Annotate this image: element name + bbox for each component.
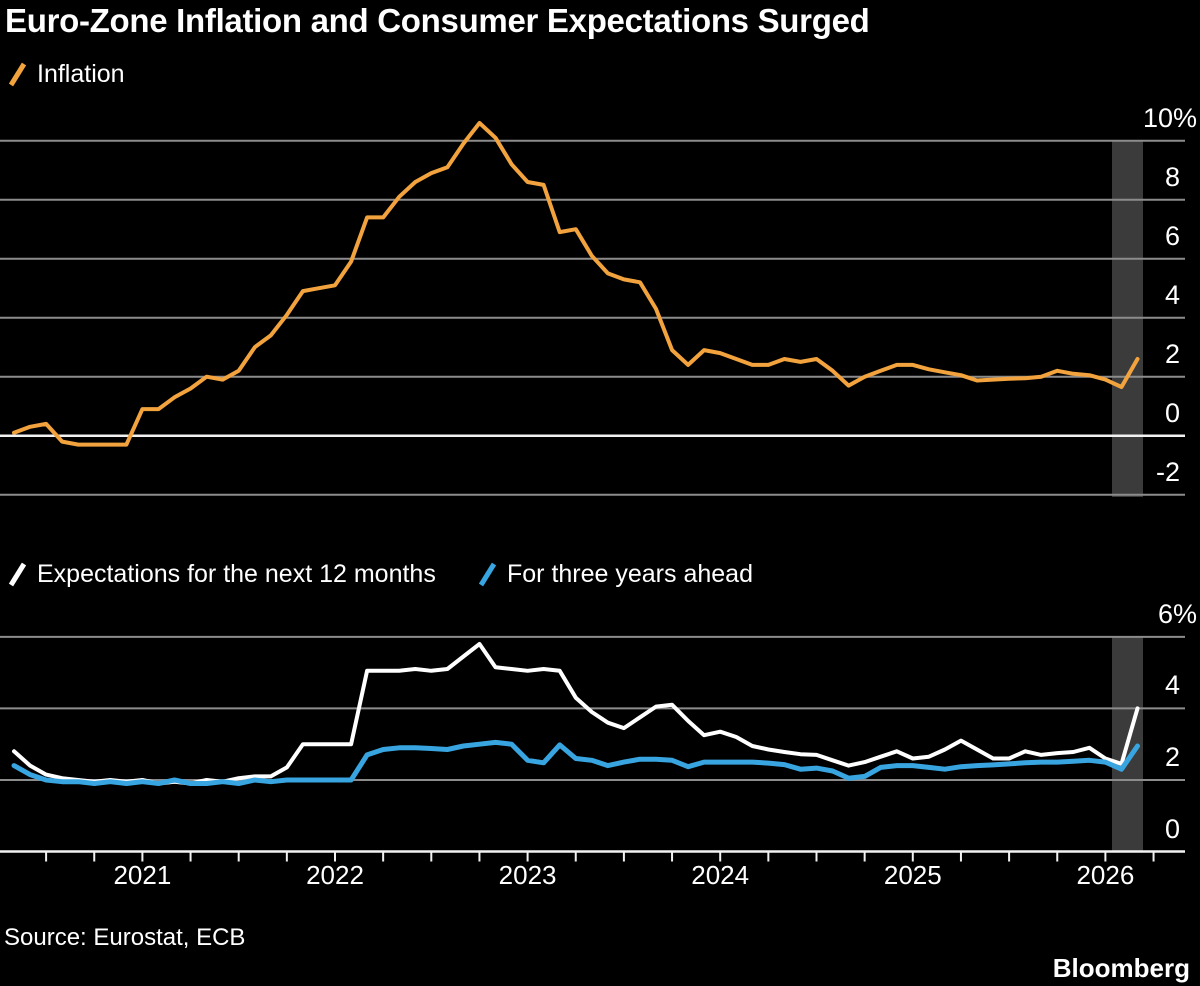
series-line-orange <box>12 121 1140 447</box>
x-axis-year-label: 2023 <box>498 860 557 890</box>
y-axis-label: 2 <box>1164 338 1180 369</box>
legend-label-three-years: For three years ahead <box>507 559 753 588</box>
legend-label-inflation: Inflation <box>37 59 125 88</box>
highlight-band <box>1112 140 1143 497</box>
legend-item-12-months: Expectations for the next 12 months <box>8 559 436 589</box>
y-axis-label: 4 <box>1164 670 1180 701</box>
legend-slash-icon <box>478 562 497 587</box>
x-axis-year-label: 2021 <box>113 860 172 890</box>
legend-item-inflation: Inflation <box>8 59 125 89</box>
x-axis-year-label: 2025 <box>883 860 942 890</box>
y-axis-label: 10% <box>1142 102 1197 133</box>
y-axis-label: 8 <box>1164 161 1180 192</box>
legend-slash-icon <box>8 562 27 587</box>
legend-item-three-years: For three years ahead <box>478 559 753 589</box>
series-line-blue <box>11 739 1140 786</box>
legend-slash-icon <box>8 62 27 87</box>
y-axis-label: 2 <box>1164 741 1180 772</box>
x-axis-year-label: 2022 <box>306 860 364 890</box>
y-axis-label: 4 <box>1164 279 1180 310</box>
legend-label-12-months: Expectations for the next 12 months <box>37 559 436 588</box>
x-axis-year-label: 2026 <box>1076 860 1135 890</box>
series-line-white <box>12 642 1140 786</box>
y-axis-label: 6 <box>1164 220 1180 251</box>
chart-title: Euro-Zone Inflation and Consumer Expecta… <box>5 2 870 39</box>
y-axis-label: -2 <box>1155 456 1180 487</box>
y-axis-label: 0 <box>1164 813 1180 844</box>
y-axis-label: 6% <box>1157 598 1197 629</box>
x-axis-year-label: 2024 <box>691 860 750 890</box>
y-axis-label: 0 <box>1164 397 1180 428</box>
source-note: Source: Eurostat, ECB <box>4 924 246 951</box>
bloomberg-logo: Bloomberg <box>1052 953 1190 983</box>
